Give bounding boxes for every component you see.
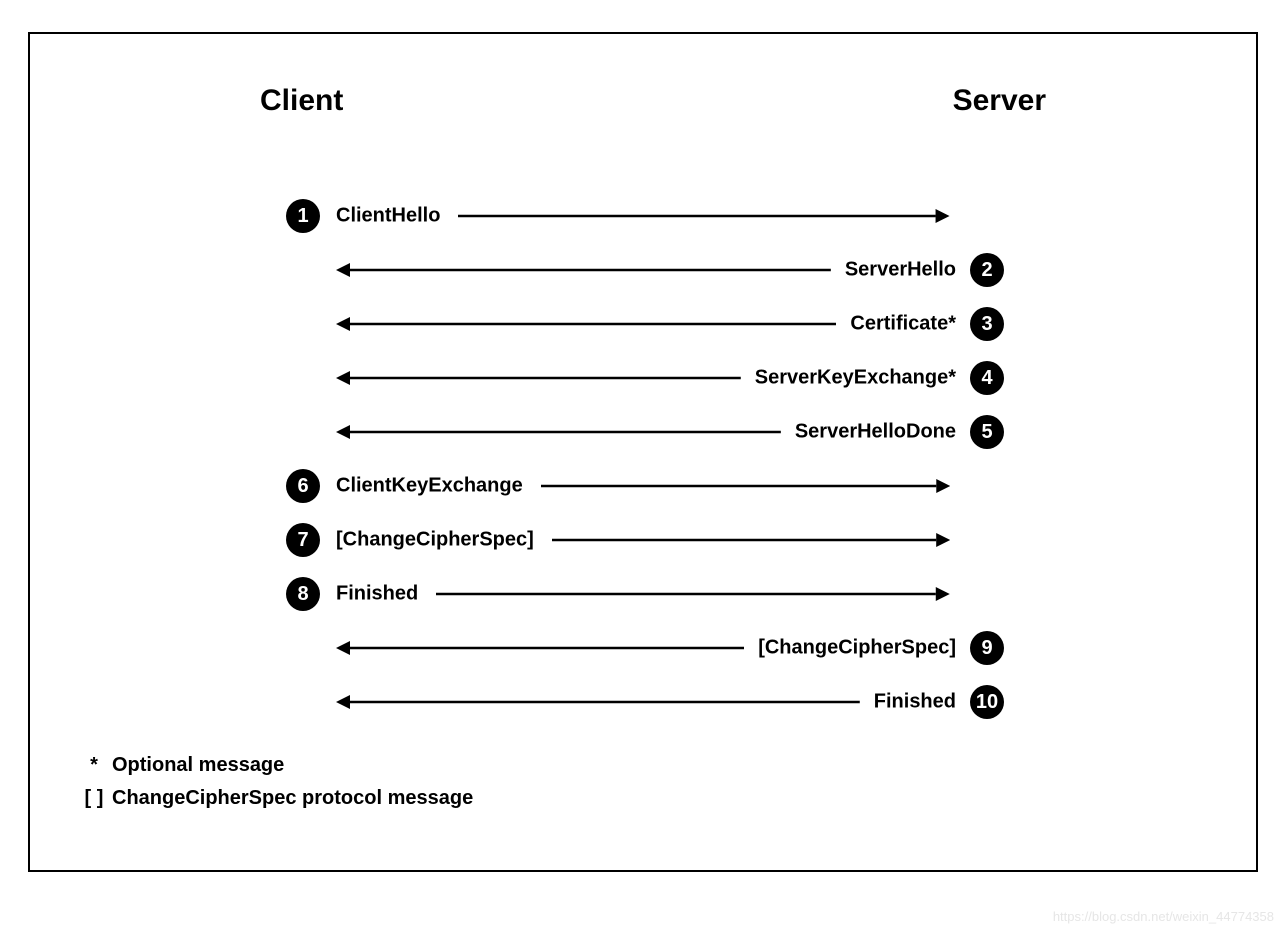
diagram-frame: Client Server 1 ClientHello ServerHello 2 Ce… (28, 32, 1258, 872)
message-row: [ChangeCipherSpec] 9 (30, 621, 1256, 675)
message-row: ServerKeyExchange* 4 (30, 351, 1256, 405)
message-label: ClientHello (336, 205, 440, 228)
step-badge: 9 (970, 631, 1004, 665)
arrow-right-icon (436, 587, 950, 601)
message-row: ServerHello 2 (30, 243, 1256, 297)
arrow-right-icon (458, 209, 950, 223)
arrow-left-icon (336, 695, 860, 709)
message-label: Certificate* (850, 313, 956, 336)
message-row: Certificate* 3 (30, 297, 1256, 351)
watermark: https://blog.csdn.net/weixin_44774358 (1053, 909, 1274, 924)
message-row: Finished 10 (30, 675, 1256, 729)
message-row: 6 ClientKeyExchange (30, 459, 1256, 513)
message-row: 8 Finished (30, 567, 1256, 621)
message-label: [ChangeCipherSpec] (758, 637, 956, 660)
arrow-left-icon (336, 317, 836, 331)
arrow-right-icon (552, 533, 950, 547)
message-label: ClientKeyExchange (336, 475, 523, 498)
message-row: 7 [ChangeCipherSpec] (30, 513, 1256, 567)
server-header: Server (953, 84, 1046, 118)
arrow-left-icon (336, 263, 831, 277)
message-row: ServerHelloDone 5 (30, 405, 1256, 459)
message-label: Finished (336, 583, 418, 606)
arrow-left-icon (336, 641, 744, 655)
step-badge: 8 (286, 577, 320, 611)
step-badge: 2 (970, 253, 1004, 287)
arrow-right-icon (541, 479, 950, 493)
step-badge: 3 (970, 307, 1004, 341)
message-label: ServerHelloDone (795, 421, 956, 444)
header-row: Client Server (30, 84, 1256, 118)
message-rows: 1 ClientHello ServerHello 2 Certificate* 3 Ser… (30, 189, 1256, 729)
client-header: Client (260, 84, 343, 118)
step-badge: 4 (970, 361, 1004, 395)
arrow-left-icon (336, 371, 741, 385)
legend-text: Optional message (112, 754, 284, 776)
legend: *Optional message[ ]ChangeCipherSpec pro… (76, 744, 473, 810)
message-label: ServerHello (845, 259, 956, 282)
legend-row: *Optional message (76, 754, 473, 777)
step-badge: 1 (286, 199, 320, 233)
legend-text: ChangeCipherSpec protocol message (112, 787, 473, 809)
legend-symbol: [ ] (76, 787, 112, 810)
step-badge: 5 (970, 415, 1004, 449)
step-badge: 6 (286, 469, 320, 503)
message-label: [ChangeCipherSpec] (336, 529, 534, 552)
message-label: ServerKeyExchange* (755, 367, 956, 390)
step-badge: 10 (970, 685, 1004, 719)
message-label: Finished (874, 691, 956, 714)
legend-row: [ ]ChangeCipherSpec protocol message (76, 787, 473, 810)
step-badge: 7 (286, 523, 320, 557)
message-row: 1 ClientHello (30, 189, 1256, 243)
legend-symbol: * (76, 754, 112, 777)
arrow-left-icon (336, 425, 781, 439)
